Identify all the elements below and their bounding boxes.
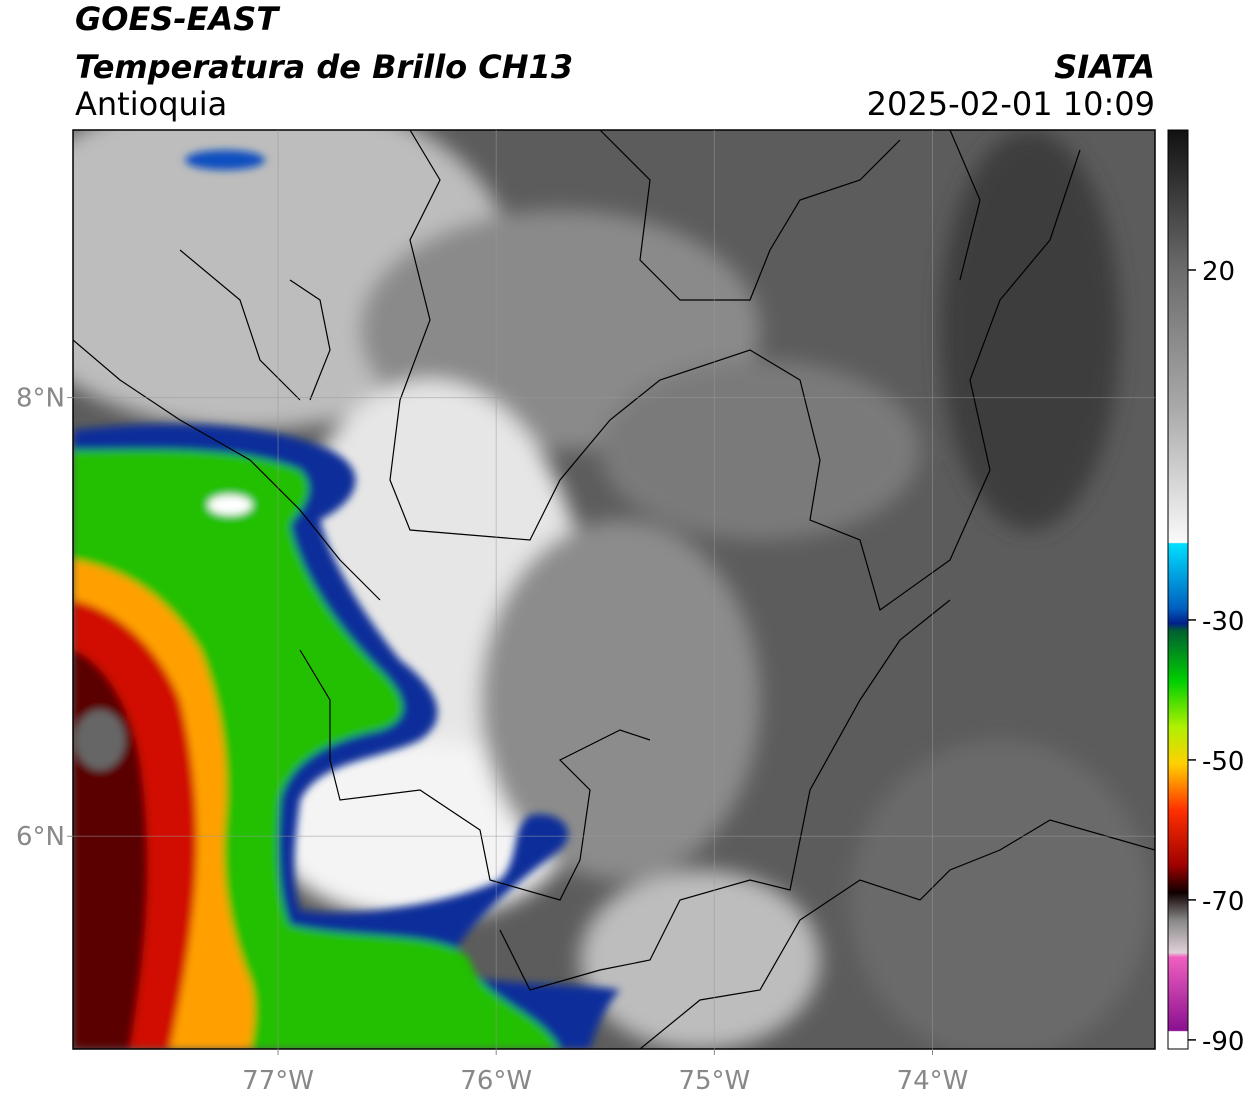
colorbar-tick-label: -30 bbox=[1202, 607, 1244, 637]
title: GOES-EAST bbox=[75, 0, 280, 38]
colorbar-tick-label: -70 bbox=[1202, 887, 1244, 917]
source: SIATA bbox=[1054, 48, 1155, 86]
satellite-image bbox=[73, 130, 1155, 1049]
y-tick-label: 8°N bbox=[16, 384, 65, 414]
datetime: 2025-02-01 10:09 bbox=[867, 85, 1155, 123]
x-tick-label: 77°W bbox=[242, 1066, 314, 1096]
x-tick-label: 74°W bbox=[897, 1066, 969, 1096]
map-frame bbox=[72, 129, 1156, 1050]
y-tick-label: 6°N bbox=[16, 822, 65, 852]
colorbar bbox=[1167, 129, 1189, 1050]
x-tick-label: 75°W bbox=[678, 1066, 750, 1096]
colorbar-tick-label: -90 bbox=[1202, 1027, 1244, 1057]
colorbar-tick-label: -50 bbox=[1202, 747, 1244, 777]
colorbar-tick-label: 20 bbox=[1202, 257, 1235, 287]
subtitle: Temperatura de Brillo CH13 bbox=[75, 48, 573, 86]
x-tick-label: 76°W bbox=[460, 1066, 532, 1096]
region: Antioquia bbox=[75, 85, 227, 123]
